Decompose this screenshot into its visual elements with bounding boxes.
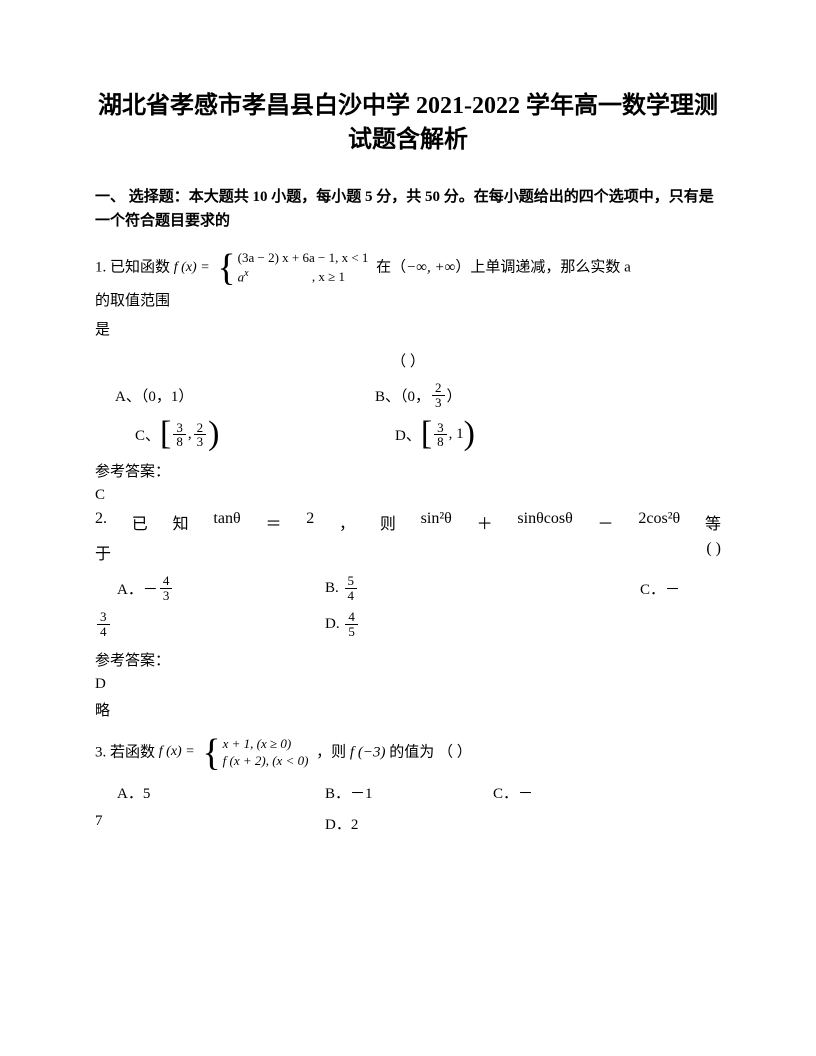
frac-num: 2 <box>432 381 445 396</box>
q1-opt-b: B、（0， 2 3 ） <box>375 381 462 409</box>
q2-t: 2cos²θ <box>638 510 680 534</box>
frac-num: 3 <box>97 610 110 625</box>
q2-answer: D <box>95 676 721 693</box>
frac-den: 5 <box>345 625 358 639</box>
frac-den: 4 <box>345 589 358 603</box>
page-title: 湖北省孝感市孝昌县白沙中学 2021-2022 学年高一数学理测试题含解析 <box>95 90 721 157</box>
q1-answer-label: 参考答案： <box>95 460 721 481</box>
q2-line1: 2. 已 知 tanθ ＝ 2 ， 则 sin²θ ＋ sinθcosθ － 2… <box>95 510 721 534</box>
q1-prefix: 1. 已知函数 <box>95 260 170 276</box>
q1-options-row1: A、（0，1） B、（0， 2 3 ） <box>95 381 721 409</box>
question-3: 3. 若函数 f (x) = { x + 1, (x ≥ 0) f (x + 2… <box>95 734 721 772</box>
q1-case2-exp: x <box>244 268 248 279</box>
section-header: 一、 选择题：本大题共 10 小题，每小题 5 分，共 50 分。在每小题给出的… <box>95 185 721 233</box>
q2-t: ＝ <box>265 510 281 534</box>
q3-mid: ，则 <box>316 744 346 760</box>
q2-t: 知 <box>173 510 189 534</box>
frac-den: 3 <box>432 396 445 410</box>
frac-num: 3 <box>173 421 186 436</box>
q2-opt-a: A．－ 43 <box>117 574 325 602</box>
q1-piecewise: { (3a − 2) x + 6a − 1, x < 1 ax , x ≥ 1 <box>217 249 368 287</box>
q2-opt-c: C．－ <box>640 574 680 602</box>
q1-optb-frac: 2 3 <box>432 381 445 409</box>
frac-num: 5 <box>345 574 358 589</box>
q1-optc-label: C、 <box>135 424 160 445</box>
q2-t: 等 <box>705 510 721 534</box>
q2-c-frac: 34 <box>95 610 325 638</box>
q2-line2-left: 于 <box>95 540 111 564</box>
q1-domain: −∞, +∞ <box>406 260 455 276</box>
frac-num: 2 <box>194 421 207 436</box>
q2-t: sin²θ <box>421 510 452 534</box>
q2-line2: 于 ( ) <box>95 540 721 564</box>
q2-options-row2: 34 D. 45 <box>95 610 721 638</box>
q1-answer: C <box>95 487 721 504</box>
q2-b-label: B. <box>325 580 339 597</box>
q3-opt-c: C．－ <box>493 782 533 803</box>
q1-after: ）上单调递减，那么实数 a <box>455 260 630 276</box>
q3-opt-7: 7 <box>95 813 325 834</box>
q1-optb-close: ） <box>447 385 462 406</box>
q2-t: － <box>598 510 614 534</box>
frac-den: 8 <box>434 435 447 449</box>
frac-num: 4 <box>345 610 358 625</box>
q1-options-row2: C、 [ 38 , 23 ) D、 [ 38 , 1 ) <box>95 419 721 450</box>
q2-a-label: A．－ <box>117 578 158 599</box>
q2-t: 已 <box>132 510 148 534</box>
q3-prefix: 3. 若函数 <box>95 744 155 760</box>
q2-t: 则 <box>380 510 396 534</box>
frac-den: 3 <box>194 435 207 449</box>
q2-options-row1: A．－ 43 B. 54 C．－ <box>95 574 721 602</box>
q2-t: ＋ <box>477 510 493 534</box>
frac-den: 8 <box>173 435 186 449</box>
q1-optd-interval: [ 38 , 1 ) <box>421 419 475 450</box>
q3-options-row1: A．5 B．－1 C．－ <box>95 782 721 803</box>
q3-after: 的值为 （ ） <box>389 744 472 760</box>
frac-den: 3 <box>160 589 173 603</box>
q1-paren: （ ） <box>95 350 721 371</box>
q2-answer-label: 参考答案： <box>95 649 721 670</box>
q3-opt-d: D．2 <box>325 813 358 834</box>
q1-optd-right: , 1 <box>449 426 464 443</box>
q1-line2: 的取值范围 <box>95 287 721 316</box>
q2-t: tanθ <box>213 510 240 534</box>
q1-case1: (3a − 2) x + 6a − 1, x < 1 <box>238 250 369 267</box>
q1-optd-label: D、 <box>395 424 421 445</box>
q1-line3: 是 <box>95 316 721 345</box>
q3-opt-b: B．－1 <box>325 782 493 803</box>
q1-func-lhs: f (x) = <box>174 255 210 282</box>
q1-optb-label: B、（0， <box>375 385 430 406</box>
q2-t: 2. <box>95 510 107 534</box>
frac-num: 3 <box>434 421 447 436</box>
q3-opt-a: A．5 <box>117 782 325 803</box>
q2-opt-b: B. 54 <box>325 574 640 602</box>
q1-opt-c: C、 [ 38 , 23 ) <box>135 419 395 450</box>
q2-lue: 略 <box>95 699 721 720</box>
q3-options-row2: 7 D．2 <box>95 813 721 834</box>
frac-num: 4 <box>160 574 173 589</box>
q2-t: sinθcosθ <box>517 510 572 534</box>
q3-case2: f (x + 2), (x < 0) <box>223 753 309 770</box>
q2-line2-right: ( ) <box>706 540 721 564</box>
q2-opt-d: D. 45 <box>325 610 360 638</box>
frac-den: 4 <box>97 625 110 639</box>
q2-t: 2 <box>306 510 314 534</box>
q3-case1: x + 1, (x ≥ 0) <box>223 736 309 753</box>
q3-func-lhs: f (x) = <box>159 739 195 766</box>
q2-t: ， <box>339 510 355 534</box>
q1-opt-d: D、 [ 38 , 1 ) <box>395 419 475 450</box>
q1-opt-a: A、（0，1） <box>115 381 375 409</box>
q2-c-label: C．－ <box>640 578 680 599</box>
q3-piecewise: { x + 1, (x ≥ 0) f (x + 2), (x < 0) <box>202 734 308 772</box>
q2-d-label: D. <box>325 616 340 633</box>
q1-optc-interval: [ 38 , 23 ) <box>160 419 219 450</box>
question-1: 1. 已知函数 f (x) = { (3a − 2) x + 6a − 1, x… <box>95 249 721 344</box>
q1-mid: 在（ <box>376 260 406 276</box>
q1-case2-cond: , x ≥ 1 <box>312 269 345 284</box>
q3-fexpr: f (−3) <box>350 744 386 760</box>
